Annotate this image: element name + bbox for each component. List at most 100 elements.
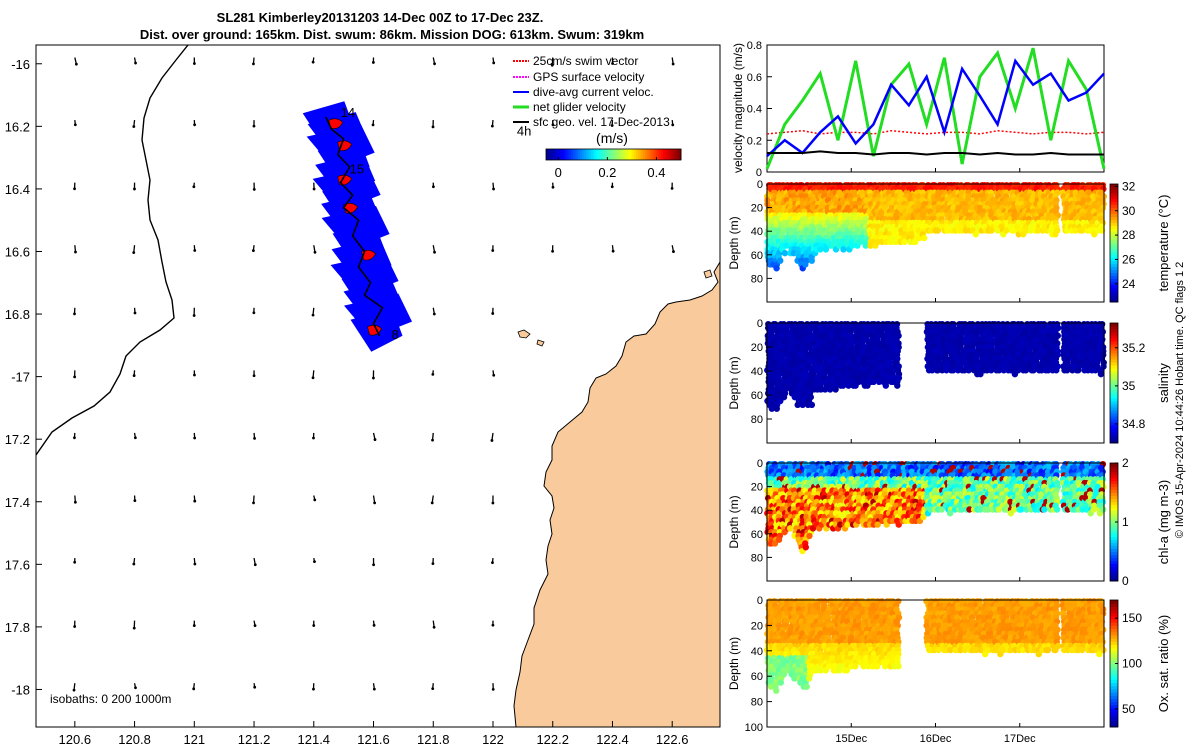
section-sample bbox=[1099, 506, 1107, 513]
section-depth-tick-label: 60 bbox=[751, 529, 763, 541]
velocity-arrow-head bbox=[373, 438, 377, 441]
colorbar-swatch bbox=[678, 149, 682, 160]
velocity-arrow-head bbox=[313, 560, 316, 564]
section-colorbar-tick-label: 2 bbox=[1122, 456, 1129, 470]
colorbar-swatch bbox=[663, 149, 666, 160]
section-colorbar-swatch bbox=[1110, 195, 1118, 200]
section-sample bbox=[894, 382, 901, 389]
colorbar-frame bbox=[545, 148, 682, 161]
velocity-arrow-head bbox=[74, 250, 77, 254]
section-colorbar-swatch bbox=[1110, 281, 1118, 285]
velocity-series-line bbox=[765, 47, 1106, 170]
colorbar-swatch bbox=[593, 149, 596, 160]
map-frame bbox=[35, 44, 721, 728]
section-sample bbox=[1072, 227, 1079, 234]
section-sample bbox=[817, 246, 824, 253]
section-colorbar-swatch bbox=[1110, 240, 1118, 244]
swim-vector-patch bbox=[328, 118, 344, 130]
velocity-arrow-head bbox=[193, 562, 197, 566]
section-sample bbox=[988, 227, 995, 234]
section-colorbar-swatch bbox=[1110, 392, 1118, 396]
section-sample bbox=[773, 265, 780, 272]
section-colorbar-swatch bbox=[1110, 471, 1118, 476]
velocity-y-tick-label: 0.2 bbox=[747, 135, 762, 147]
colorbar-swatch bbox=[613, 149, 617, 160]
velocity-arrow-head bbox=[73, 436, 76, 440]
map-y-tick-label: -16 bbox=[11, 57, 30, 72]
colorbar-swatch bbox=[667, 149, 671, 160]
section-sample bbox=[808, 401, 816, 409]
colorbar-swatch bbox=[573, 149, 576, 160]
section-colorbar-swatch bbox=[1110, 368, 1118, 372]
colorbar-swatch bbox=[606, 149, 610, 160]
section-sample bbox=[1075, 367, 1082, 374]
velocity-arrow-head bbox=[611, 62, 614, 65]
section-depth-tick-label: 20 bbox=[751, 342, 763, 354]
colorbar-swatch bbox=[645, 149, 648, 160]
section-sample bbox=[1097, 370, 1105, 378]
velocity-arrow-head bbox=[192, 185, 196, 189]
velocity-arrow-head bbox=[611, 249, 615, 253]
colorbar-swatch bbox=[566, 149, 569, 160]
section-colorbar-swatch bbox=[1110, 465, 1118, 470]
velocity-arrow-head bbox=[432, 312, 436, 316]
colorbar-swatch bbox=[647, 149, 650, 160]
velocity-arrow-head bbox=[311, 313, 315, 317]
velocity-arrow-head bbox=[252, 374, 256, 378]
section-colorbar-tick-label: 30 bbox=[1122, 204, 1136, 218]
velocity-arrow-head bbox=[134, 686, 137, 690]
section-colorbar-swatch bbox=[1110, 231, 1118, 235]
section-colorbar-swatch bbox=[1110, 489, 1118, 493]
section-colorbar-swatch bbox=[1110, 210, 1118, 214]
section-sample bbox=[934, 227, 942, 234]
section-colorbar-swatch bbox=[1110, 501, 1118, 505]
section-depth-tick-label: 20 bbox=[751, 482, 763, 494]
section-sample bbox=[927, 227, 935, 234]
section-sample bbox=[802, 261, 809, 268]
section-colorbar-swatch bbox=[1110, 425, 1118, 429]
section-colorbar-swatch bbox=[1110, 228, 1118, 232]
section-colorbar-swatch bbox=[1110, 359, 1118, 363]
section-colorbar-swatch bbox=[1110, 245, 1118, 250]
section-colorbar-swatch bbox=[1110, 290, 1118, 294]
colorbar-swatch bbox=[552, 149, 556, 160]
section-colorbar-swatch bbox=[1110, 341, 1118, 345]
section-colorbar-swatch bbox=[1110, 428, 1118, 432]
section-sample bbox=[802, 544, 809, 551]
section-colorbar-swatch bbox=[1110, 207, 1118, 212]
section-sample bbox=[1027, 227, 1034, 234]
section-sample bbox=[920, 234, 928, 242]
velocity-arrow-head bbox=[372, 623, 376, 627]
section-colorbar-swatch bbox=[1110, 329, 1118, 333]
island bbox=[517, 329, 531, 339]
colorbar-swatch bbox=[582, 149, 585, 160]
isobaths-label: isobaths: 0 200 1000m bbox=[50, 692, 171, 706]
section-colorbar-swatch bbox=[1110, 299, 1118, 303]
section-sample bbox=[780, 393, 788, 401]
section-colorbar-swatch bbox=[1110, 533, 1118, 538]
section-colorbar-swatch bbox=[1110, 542, 1118, 547]
velocity-arrow-head bbox=[491, 688, 495, 691]
section-sample bbox=[775, 536, 783, 543]
velocity-arrow-head bbox=[193, 499, 197, 503]
colorbar-swatch bbox=[609, 149, 612, 160]
velocity-arrow-head bbox=[193, 373, 196, 377]
section-colorbar-swatch bbox=[1110, 278, 1118, 282]
section-colorbar-swatch bbox=[1110, 545, 1118, 550]
velocity-y-tick-label: 0 bbox=[756, 167, 762, 179]
colorbar-tick-label: 0.2 bbox=[598, 165, 616, 180]
section-colorbar-swatch bbox=[1110, 219, 1118, 223]
swim-vector-patch bbox=[361, 249, 376, 261]
colorbar-swatch bbox=[591, 149, 594, 160]
section-sample bbox=[836, 242, 843, 249]
section-colorbar-swatch bbox=[1110, 398, 1118, 402]
section-colorbar-swatch bbox=[1110, 431, 1118, 435]
velocity-arrow-head bbox=[252, 187, 256, 191]
isobath-line bbox=[36, 45, 189, 456]
section-colorbar-swatch bbox=[1110, 192, 1118, 197]
colorbar-swatch bbox=[586, 149, 590, 160]
section-sample bbox=[944, 227, 951, 234]
velocity-arrow-head bbox=[73, 312, 76, 316]
velocity-arrow-head bbox=[73, 375, 77, 379]
